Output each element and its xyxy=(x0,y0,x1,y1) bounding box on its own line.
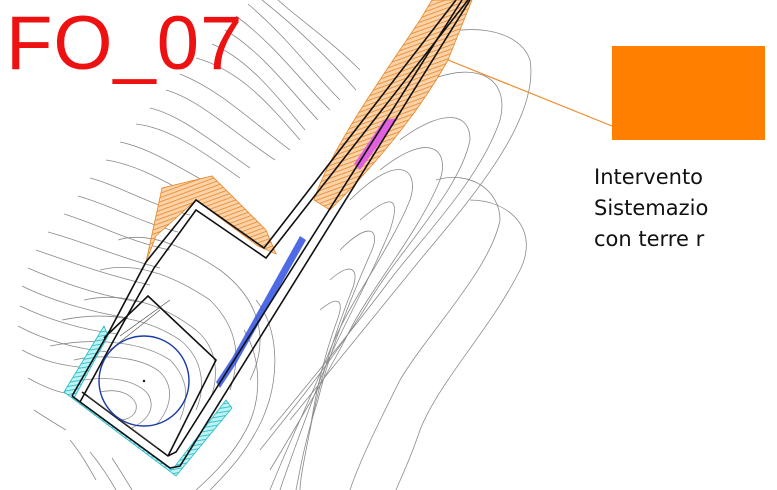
turning-circle-center xyxy=(142,379,146,383)
legend-color-swatch xyxy=(612,46,765,140)
legend-description: Intervento Sistemazio con terre r xyxy=(594,162,777,255)
fill-area-magenta xyxy=(354,118,398,170)
fill-area-notch xyxy=(145,175,277,263)
sheet-code-label: FO_07 xyxy=(6,1,244,86)
fill-area-cyan-base xyxy=(63,325,233,477)
road-outline xyxy=(71,0,471,469)
road-centerlines xyxy=(87,299,171,449)
turning-circle xyxy=(98,335,190,427)
fill-area-embankment-north xyxy=(313,0,473,211)
fill-area-blue-strip xyxy=(216,236,306,388)
legend-leader-line xyxy=(447,59,613,127)
legend-line-3: con terre r xyxy=(594,227,705,251)
legend-line-1: Intervento xyxy=(594,165,704,189)
legend-line-2: Sistemazio xyxy=(594,196,709,220)
